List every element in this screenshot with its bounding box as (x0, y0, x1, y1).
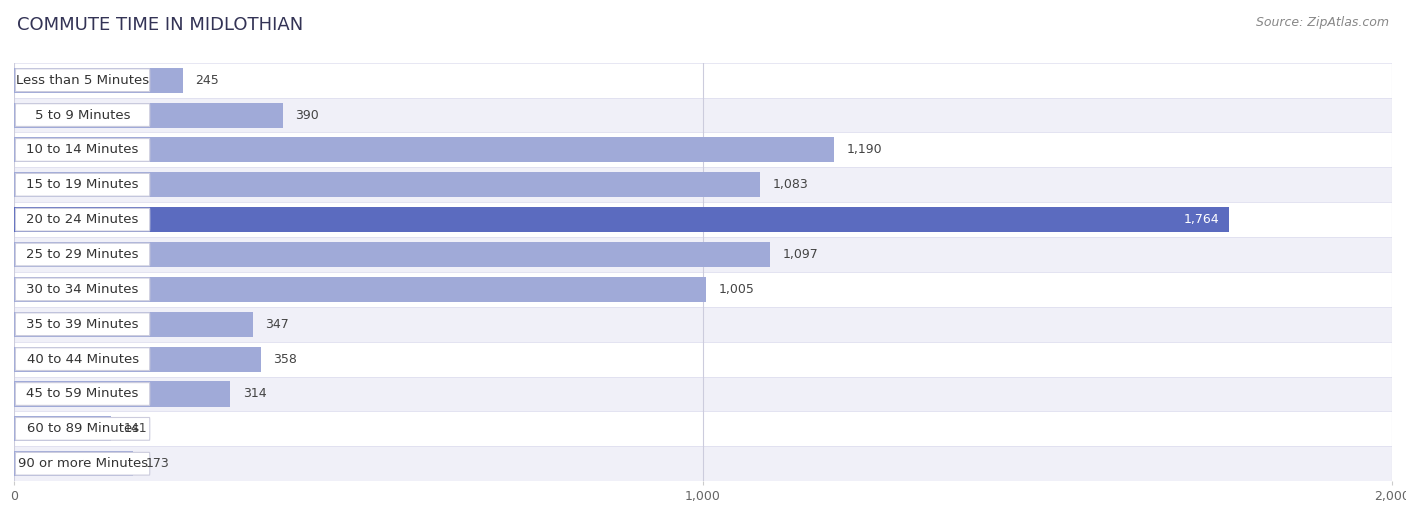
FancyBboxPatch shape (14, 63, 1392, 98)
FancyBboxPatch shape (14, 132, 1392, 167)
FancyBboxPatch shape (14, 272, 1392, 307)
FancyBboxPatch shape (15, 174, 150, 196)
Bar (14, 138, 834, 163)
Bar (14, 277, 706, 302)
Text: 35 to 39 Minutes: 35 to 39 Minutes (27, 318, 139, 331)
Text: 40 to 44 Minutes: 40 to 44 Minutes (27, 353, 139, 366)
Bar (14, 381, 231, 406)
FancyBboxPatch shape (15, 208, 150, 231)
FancyBboxPatch shape (15, 313, 150, 336)
FancyBboxPatch shape (14, 307, 1392, 342)
Bar (14, 312, 253, 337)
Text: 15 to 19 Minutes: 15 to 19 Minutes (27, 178, 139, 191)
Text: 358: 358 (273, 353, 297, 366)
Text: 347: 347 (266, 318, 290, 331)
Text: 1,005: 1,005 (718, 283, 755, 296)
FancyBboxPatch shape (15, 452, 150, 475)
FancyBboxPatch shape (15, 383, 150, 405)
FancyBboxPatch shape (14, 412, 1392, 446)
Text: 141: 141 (124, 423, 148, 435)
Text: 1,097: 1,097 (782, 248, 818, 261)
Text: 25 to 29 Minutes: 25 to 29 Minutes (27, 248, 139, 261)
Text: 20 to 24 Minutes: 20 to 24 Minutes (27, 213, 139, 226)
FancyBboxPatch shape (15, 104, 150, 127)
Text: 45 to 59 Minutes: 45 to 59 Minutes (27, 388, 139, 401)
Text: 390: 390 (295, 109, 319, 121)
Text: 1,190: 1,190 (846, 143, 882, 156)
FancyBboxPatch shape (15, 139, 150, 161)
Bar (14, 451, 134, 476)
FancyBboxPatch shape (15, 243, 150, 266)
Text: COMMUTE TIME IN MIDLOTHIAN: COMMUTE TIME IN MIDLOTHIAN (17, 16, 304, 33)
Text: 60 to 89 Minutes: 60 to 89 Minutes (27, 423, 139, 435)
FancyBboxPatch shape (14, 98, 1392, 132)
Text: 30 to 34 Minutes: 30 to 34 Minutes (27, 283, 139, 296)
Bar (14, 347, 260, 372)
Bar (14, 67, 183, 93)
Text: 314: 314 (243, 388, 266, 401)
Text: 10 to 14 Minutes: 10 to 14 Minutes (27, 143, 139, 156)
FancyBboxPatch shape (14, 237, 1392, 272)
FancyBboxPatch shape (14, 446, 1392, 481)
FancyBboxPatch shape (14, 202, 1392, 237)
FancyBboxPatch shape (14, 342, 1392, 377)
FancyBboxPatch shape (15, 348, 150, 370)
Bar (14, 416, 111, 441)
Text: 173: 173 (146, 457, 169, 470)
FancyBboxPatch shape (15, 278, 150, 301)
FancyBboxPatch shape (14, 377, 1392, 412)
Text: 90 or more Minutes: 90 or more Minutes (17, 457, 148, 470)
Text: Source: ZipAtlas.com: Source: ZipAtlas.com (1256, 16, 1389, 29)
Bar (14, 103, 283, 128)
Text: 1,083: 1,083 (772, 178, 808, 191)
Text: 245: 245 (195, 74, 219, 87)
Text: 5 to 9 Minutes: 5 to 9 Minutes (35, 109, 131, 121)
Text: Less than 5 Minutes: Less than 5 Minutes (15, 74, 149, 87)
FancyBboxPatch shape (14, 167, 1392, 202)
FancyBboxPatch shape (15, 417, 150, 440)
FancyBboxPatch shape (15, 69, 150, 92)
Bar (14, 172, 761, 197)
Bar (14, 207, 1229, 232)
Text: 1,764: 1,764 (1184, 213, 1219, 226)
Bar (14, 242, 770, 267)
